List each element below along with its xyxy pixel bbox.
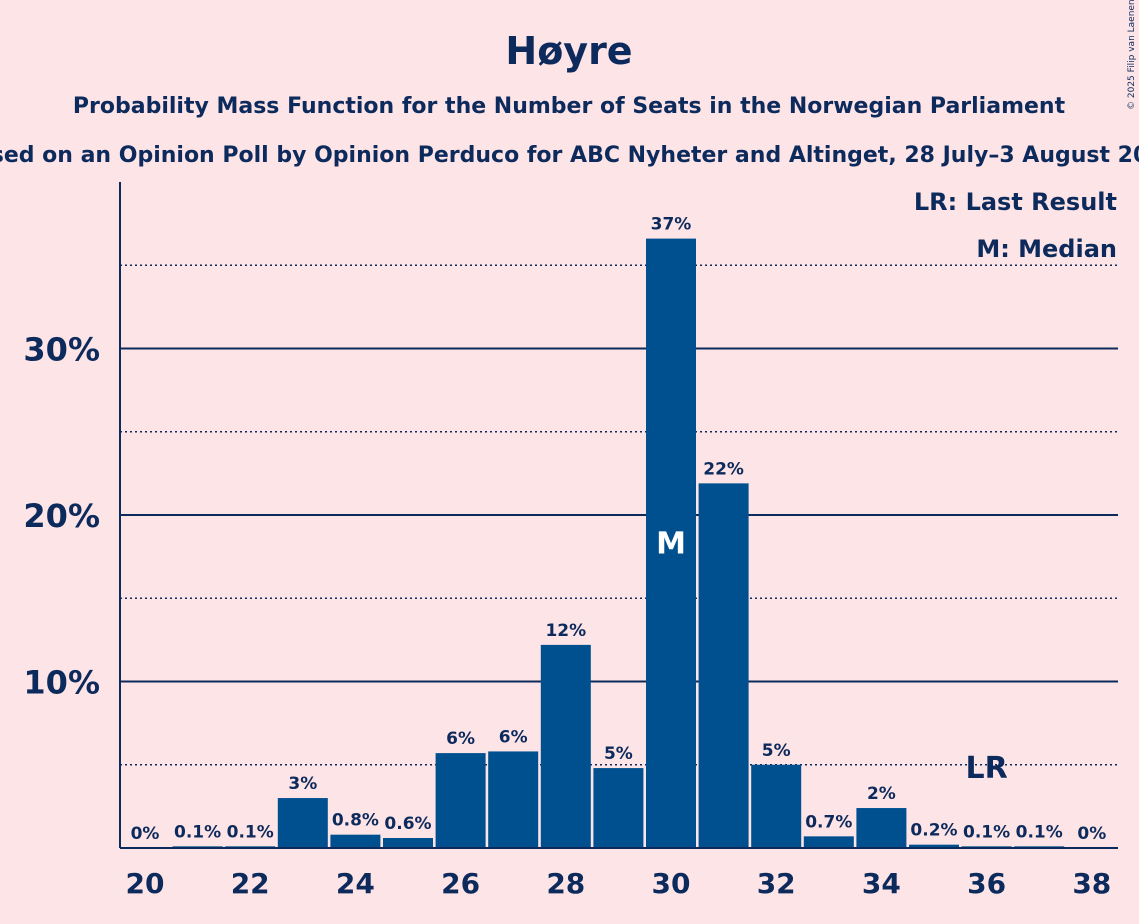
- median-marker: M: [656, 526, 686, 561]
- data-label-seat-31: 22%: [703, 459, 744, 479]
- data-label-seat-25: 0.6%: [384, 814, 431, 834]
- data-label-seat-29: 5%: [604, 744, 633, 764]
- x-tick-label: 34: [862, 867, 901, 900]
- bar-seat-29: [593, 768, 644, 848]
- data-label-seat-26: 6%: [446, 729, 475, 749]
- bars: [172, 238, 1065, 849]
- bar-seat-27: [488, 751, 539, 848]
- data-label-seat-32: 5%: [762, 741, 791, 761]
- data-label-seat-20: 0%: [131, 824, 160, 844]
- x-tick-label: 28: [546, 867, 585, 900]
- x-tick-label: 32: [757, 867, 796, 900]
- data-label-seat-30: 37%: [651, 215, 692, 235]
- x-axis-ticks: 20 22 24 26 28 30 32 34 36 38: [126, 867, 1112, 900]
- bar-seat-23: [277, 798, 328, 848]
- bar-seat-31: [698, 483, 749, 848]
- legend-last-result: LR: Last Result: [914, 188, 1117, 216]
- x-tick-label: 26: [441, 867, 480, 900]
- x-tick-label: 38: [1072, 867, 1111, 900]
- data-label-seat-35: 0.2%: [910, 821, 957, 841]
- bar-seat-30: [646, 238, 696, 849]
- data-label-seat-21: 0.1%: [174, 822, 221, 842]
- y-tick-label: 20%: [23, 497, 100, 535]
- bar-seat-28: [540, 644, 591, 848]
- data-label-seat-33: 0.7%: [805, 812, 852, 832]
- chart-subtitle: Probability Mass Function for the Number…: [73, 94, 1066, 119]
- data-label-seat-34: 2%: [867, 784, 896, 804]
- last-result-marker: LR: [965, 751, 1007, 786]
- y-axis-ticks: 10% 20% 30%: [23, 331, 100, 702]
- bar-seat-24: [330, 834, 381, 848]
- bar-labels: 0% 0.1% 0.1% 3% 0.8% 0.6% 6% 6% 12% 5% 37% 22% 5% 0.7…: [131, 215, 1107, 844]
- data-label-seat-27: 6%: [499, 727, 528, 747]
- bar-seat-35: [909, 844, 959, 848]
- bar-seat-33: [803, 836, 854, 848]
- gridlines: [120, 264, 1118, 766]
- x-tick-label: 20: [126, 867, 165, 900]
- y-tick-label: 30%: [23, 331, 100, 369]
- copyright-notice: © 2025 Filip van Laenen: [1127, 0, 1137, 110]
- data-label-seat-36: 0.1%: [963, 822, 1010, 842]
- chart-title: Høyre: [505, 29, 632, 73]
- data-label-seat-28: 12%: [545, 621, 586, 641]
- bar-seat-32: [751, 764, 802, 848]
- y-tick-label: 10%: [23, 664, 100, 702]
- x-tick-label: 30: [652, 867, 691, 900]
- legend-median: M: Median: [976, 235, 1117, 263]
- data-label-seat-38: 0%: [1077, 824, 1106, 844]
- x-tick-label: 22: [231, 867, 270, 900]
- x-tick-label: 36: [967, 867, 1006, 900]
- data-label-seat-37: 0.1%: [1016, 822, 1063, 842]
- x-tick-label: 24: [336, 867, 375, 900]
- bar-seat-25: [383, 838, 433, 848]
- bar-seat-34: [856, 808, 907, 848]
- data-label-seat-23: 3%: [288, 774, 317, 794]
- chart-subtitle-source: Based on an Opinion Poll by Opinion Perd…: [0, 143, 1139, 168]
- data-label-seat-24: 0.8%: [332, 811, 379, 831]
- bar-seat-26: [435, 753, 486, 848]
- data-label-seat-22: 0.1%: [227, 822, 274, 842]
